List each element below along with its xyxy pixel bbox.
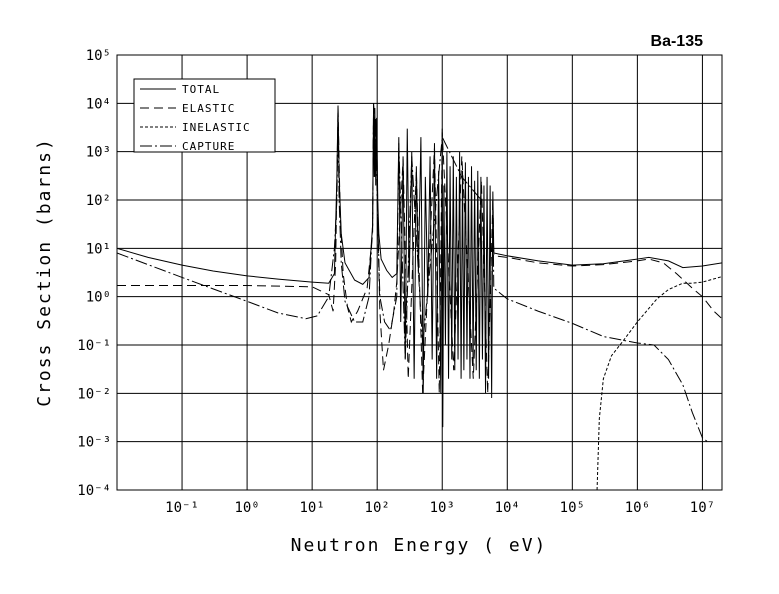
series-line [596, 276, 722, 490]
y-tick-label: 10⁰ [86, 290, 111, 306]
x-tick-label: 10⁵ [560, 500, 585, 516]
y-tick-label: 10¹ [86, 241, 111, 257]
legend-label: INELASTIC [182, 121, 251, 134]
x-tick-label: 10⁻¹ [165, 500, 199, 516]
series-line [117, 105, 722, 394]
x-tick-label: 10⁶ [625, 500, 650, 516]
chart-title: Ba-135 [651, 33, 704, 50]
x-tick-label: 10³ [430, 500, 455, 516]
x-tick-label: 10⁴ [495, 500, 520, 516]
y-tick-label: 10⁻¹ [77, 338, 111, 354]
legend-box [133, 78, 276, 153]
y-tick-label: 10⁻⁴ [77, 483, 111, 499]
y-tick-label: 10⁻³ [77, 435, 111, 451]
x-axis-label: Neutron Energy ( eV) [291, 535, 548, 556]
y-tick-label: 10⁴ [86, 96, 111, 112]
y-tick-label: 10² [86, 193, 111, 209]
series-line [117, 103, 708, 443]
legend-label: ELASTIC [182, 102, 235, 115]
x-tick-label: 10⁰ [234, 500, 259, 516]
y-axis-label: Cross Section (barns) [34, 137, 55, 407]
lines [117, 103, 722, 490]
legend-label: CAPTURE [182, 140, 235, 153]
y-tick-label: 10⁻² [77, 386, 111, 402]
y-tick-label: 10³ [86, 145, 111, 161]
x-tick-label: 10² [365, 500, 390, 516]
x-tick-label: 10⁷ [690, 500, 715, 516]
y-tick-label: 10⁵ [86, 48, 111, 64]
legend: TOTAL ELASTIC INELASTIC CAPTURE [133, 78, 276, 153]
x-tick-label: 10¹ [299, 500, 324, 516]
legend-label: TOTAL [182, 83, 220, 96]
